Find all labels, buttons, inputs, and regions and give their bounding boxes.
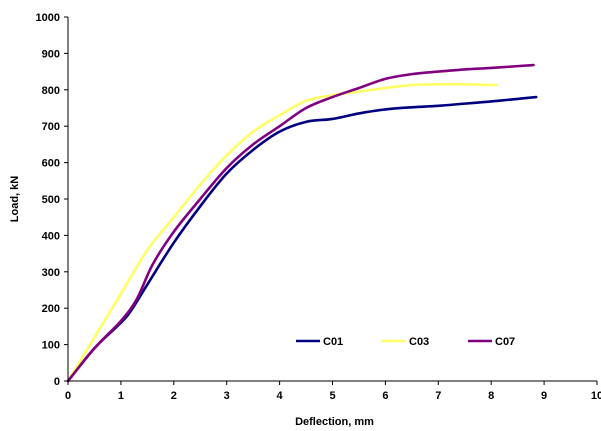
y-tick-label: 300 <box>42 267 60 279</box>
y-tick-label: 600 <box>42 158 60 170</box>
y-tick-label: 800 <box>42 85 60 97</box>
legend: C01 C03 C07 <box>296 336 515 348</box>
series-line-c07 <box>66 63 535 383</box>
series-line-c03 <box>66 82 498 383</box>
series-line-c01 <box>66 95 538 383</box>
axes-layer: 0 100 200 300 400 500 600 700 800 900 1000 0 1 2 3 4 5 6 7… <box>36 12 601 402</box>
x-axis-title: Deflection, mm <box>295 416 374 428</box>
y-axis-title: Load, kN <box>9 176 21 223</box>
x-tick-label: 2 <box>171 390 177 402</box>
legend-label-c07: C07 <box>495 336 515 348</box>
series-layer <box>66 63 538 383</box>
x-tick-label: 6 <box>382 390 388 402</box>
y-tick-label: 500 <box>42 194 60 206</box>
x-tick-label: 7 <box>435 390 441 402</box>
y-tick-label: 200 <box>42 303 60 315</box>
legend-label-c01: C01 <box>323 336 343 348</box>
y-tick-label: 700 <box>42 121 60 133</box>
x-tick-label: 5 <box>329 390 335 402</box>
x-tick-label: 1 <box>118 390 124 402</box>
x-tick-label: 4 <box>277 390 284 402</box>
x-tick-label: 9 <box>541 390 547 402</box>
x-tick-label: 0 <box>65 390 71 402</box>
x-tick-label: 8 <box>488 390 494 402</box>
x-tick-label: 10 <box>591 390 601 402</box>
y-tick-label: 100 <box>42 340 60 352</box>
y-tick-label: 400 <box>42 230 60 242</box>
y-tick-label: 0 <box>54 376 60 388</box>
y-tick-label: 1000 <box>36 12 60 24</box>
y-tick-label: 900 <box>42 48 60 60</box>
x-tick-label: 3 <box>224 390 230 402</box>
legend-label-c03: C03 <box>409 336 429 348</box>
